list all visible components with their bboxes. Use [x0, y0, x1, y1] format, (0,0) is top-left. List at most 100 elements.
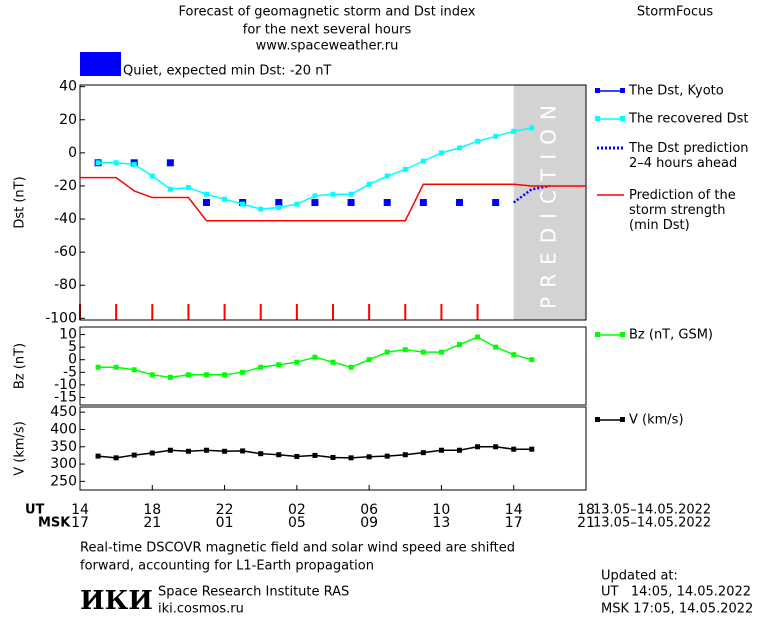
data-point [420, 349, 426, 355]
data-point [529, 357, 535, 363]
institute: Space Research Institute RAS [158, 585, 349, 600]
data-point [95, 364, 101, 370]
data-point [222, 448, 228, 454]
y-tick-label: 250 [50, 473, 77, 489]
data-point [330, 191, 336, 197]
x-tick-label: 18 [577, 502, 595, 518]
status-text: Quiet, expected min Dst: -20 nT [123, 64, 331, 79]
site: iki.cosmos.ru [158, 602, 244, 617]
y-axis-label: V (km/s) [13, 421, 28, 476]
data-point [113, 455, 119, 461]
data-point [402, 166, 408, 172]
panel-frame [79, 406, 587, 491]
legend-marker [620, 332, 625, 337]
legend-marker [595, 417, 600, 422]
x2-tick-label: 17 [71, 515, 89, 531]
data-point [222, 372, 228, 378]
y-tick-label: 20 [59, 112, 77, 128]
data-point [294, 453, 300, 459]
x2-tick-label: 21 [143, 515, 161, 531]
y-tick-label: 40 [59, 79, 77, 95]
data-point [529, 125, 535, 131]
y-tick-label: -80 [54, 277, 77, 293]
title-line: www.spaceweather.ru [256, 39, 399, 54]
data-point [312, 452, 318, 458]
data-point [204, 447, 209, 453]
data-point [240, 448, 246, 454]
data-point [438, 447, 444, 453]
x2-tick-label: 17 [505, 515, 523, 531]
data-point [493, 444, 499, 450]
x-tick-label: 14 [505, 502, 523, 518]
brand: StormFocus [637, 5, 713, 20]
data-point [312, 193, 318, 199]
title-line: Forecast of geomagnetic storm and Dst in… [178, 5, 475, 20]
legend-label: Prediction of the storm strength (min Dst) [629, 188, 736, 233]
data-point [167, 447, 173, 453]
x-tick-label: 18 [143, 502, 161, 518]
data-point [366, 357, 372, 363]
y-tick-label: -100 [45, 310, 77, 326]
data-point [95, 160, 101, 166]
title-line: for the next several hours [243, 23, 412, 38]
data-point [149, 173, 155, 179]
data-point [420, 450, 426, 456]
series-line [80, 176, 586, 222]
legend-marker [595, 116, 600, 121]
data-point [366, 454, 372, 460]
legend-label: The Dst, Kyoto [628, 84, 724, 99]
data-point [185, 372, 191, 378]
data-point [511, 128, 517, 134]
note-line: Real-time DSCOVR magnetic field and sola… [80, 541, 515, 556]
data-point [166, 159, 174, 167]
legend-label: Bz (nT, GSM) [629, 328, 713, 343]
prediction-label: PREDICTION [536, 96, 560, 309]
x-row-label: UT [25, 503, 45, 518]
data-point [366, 181, 372, 187]
data-point [493, 133, 499, 139]
data-point [511, 352, 517, 358]
x2-tick-label: 01 [216, 515, 234, 531]
data-point [457, 447, 462, 453]
data-point [203, 199, 210, 206]
legend-marker [620, 88, 625, 93]
data-point [383, 199, 391, 206]
y-tick-label: 0 [68, 145, 77, 161]
data-point [113, 160, 119, 166]
data-point [330, 454, 336, 460]
panel-frame [79, 326, 587, 406]
data-point [113, 364, 119, 370]
data-point [348, 364, 354, 370]
y-tick-label: 5 [68, 339, 77, 355]
data-point [493, 344, 499, 350]
legend-marker [595, 332, 600, 337]
data-point [438, 150, 444, 156]
data-point [240, 369, 246, 375]
data-point [276, 204, 282, 210]
legend-label: The recovered Dst [628, 112, 748, 127]
data-point [294, 359, 300, 365]
data-point [167, 186, 173, 192]
data-point [384, 173, 390, 179]
data-point [276, 452, 282, 458]
data-point [438, 349, 444, 355]
data-point [275, 199, 283, 206]
data-point [258, 451, 264, 457]
data-point [456, 199, 463, 206]
x2-tick-label: 13 [433, 515, 451, 531]
data-point [402, 347, 408, 353]
data-point [492, 199, 500, 206]
data-point [347, 199, 355, 206]
data-point [475, 334, 481, 340]
data-point [204, 372, 209, 378]
data-point [529, 446, 535, 452]
prediction-region [513, 85, 586, 320]
legend-marker [620, 417, 625, 422]
data-point [258, 206, 264, 212]
y-tick-label: 10 [59, 327, 77, 343]
y-axis-label: Bz (nT) [13, 343, 28, 389]
data-point [131, 367, 137, 373]
x-tick-label: 14 [71, 502, 89, 518]
legend-label: V (km/s) [629, 413, 684, 428]
